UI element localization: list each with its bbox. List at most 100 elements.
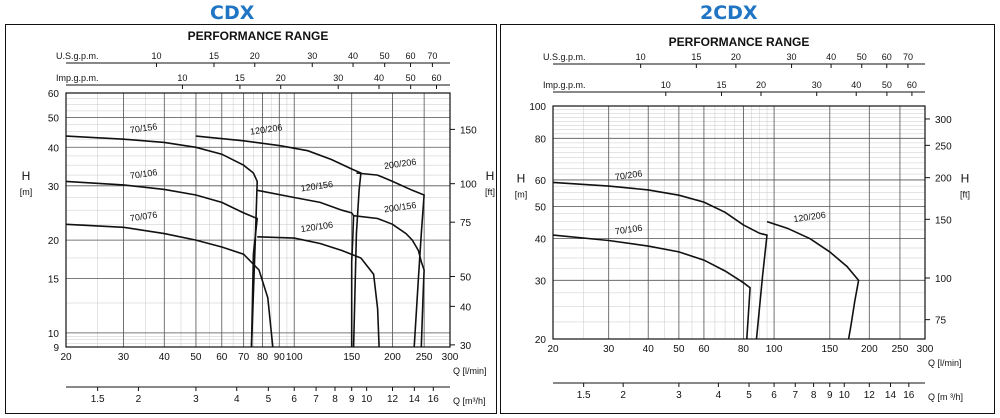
usgpm-tick-label: 15 — [209, 51, 219, 61]
y-tick-label: 60 — [48, 89, 60, 100]
m3h-tick-label: 14 — [885, 390, 897, 401]
x-tick-label: 150 — [343, 352, 360, 363]
ft-tick-label: 50 — [460, 272, 472, 283]
right-axis-label: H — [486, 169, 495, 183]
y-tick-label: 60 — [535, 176, 547, 187]
curve-label-70-156: 70/156 — [129, 121, 158, 135]
x-tick-label: 30 — [118, 352, 130, 363]
chart-title: PERFORMANCE RANGE — [669, 35, 810, 49]
y-tick-label: 40 — [535, 235, 547, 246]
pump-curve-200-156 — [353, 214, 425, 348]
ft-tick-label: 100 — [460, 180, 477, 191]
m3h-tick-label: 9 — [349, 394, 355, 405]
ft-tick-label: 150 — [460, 125, 477, 136]
pump-curve-120-206 — [195, 135, 362, 348]
curve-label-70-106: 70/106 — [129, 167, 158, 181]
m3h-tick-label: 10 — [361, 394, 373, 405]
x-tick-label: 40 — [643, 344, 655, 355]
impgpm-tick-label: 20 — [756, 80, 766, 90]
impgpm-tick-label: 50 — [882, 80, 892, 90]
pump-curve-70-206 — [552, 181, 768, 340]
pump-curve-70-076 — [65, 223, 274, 348]
ft-tick-label: 30 — [460, 341, 472, 352]
impgpm-label: Imp.g.p.m. — [543, 80, 586, 90]
y-axis-unit: [m] — [515, 190, 528, 200]
y-axis-unit: [m] — [20, 187, 33, 197]
usgpm-tick-label: 40 — [348, 51, 358, 61]
curve-label-120-206: 120/206 — [793, 210, 827, 224]
curve-label-120-106: 120/106 — [300, 220, 334, 234]
y-axis-label: H — [22, 169, 31, 183]
2cdx-chart-panel: PERFORMANCE RANGE 20 30 40 50 60 80 100 150 200 25… — [500, 24, 995, 414]
ft-tick-label: 150 — [935, 215, 952, 226]
x-tick-label: 70 — [238, 352, 250, 363]
cdx-chart-panel: PERFORMANCE RANGE 20 30 40 50 60 70 80 90 100 150 2… — [5, 24, 497, 414]
y-tick-label: 30 — [535, 276, 547, 287]
impgpm-tick-label: 10 — [661, 80, 671, 90]
impgpm-tick-label: 60 — [907, 80, 917, 90]
m3h-tick-label: 3 — [676, 390, 682, 401]
m3h-tick-label: 3 — [193, 394, 199, 405]
major-grid — [65, 92, 451, 348]
plot-frame — [65, 92, 451, 348]
curve-label-70-106: 70/106 — [614, 223, 643, 237]
x-tick-label: 80 — [257, 352, 269, 363]
m3h-tick-label: 4 — [234, 394, 240, 405]
usgpm-tick-label: 30 — [787, 52, 797, 62]
usgpm-tick-label: 50 — [380, 51, 390, 61]
y-axis-label: H — [517, 172, 526, 186]
curve-label-120-206: 120/206 — [249, 122, 283, 136]
impgpm-tick-label: 30 — [333, 73, 343, 83]
y-tick-label: 15 — [48, 275, 60, 286]
left-model-title: CDX — [210, 2, 255, 24]
m3h-tick-label: 5 — [266, 394, 272, 405]
m3h-tick-label: 7 — [313, 394, 319, 405]
m3h-axis-label: Q [m³/h] — [453, 396, 486, 406]
y-tick-label: 20 — [48, 236, 60, 247]
m3h-tick-label: 1.5 — [577, 390, 591, 401]
impgpm-tick-label: 50 — [406, 73, 416, 83]
y-tick-label: 50 — [535, 202, 547, 213]
impgpm-tick-label: 30 — [812, 80, 822, 90]
m3h-tick-label: 2 — [620, 390, 626, 401]
usgpm-label: U.S.g.p.m. — [543, 52, 586, 62]
m3h-tick-label: 12 — [864, 390, 876, 401]
m3h-tick-label: 8 — [332, 394, 338, 405]
ft-tick-label: 75 — [935, 316, 947, 327]
m3h-tick-label: 2 — [136, 394, 142, 405]
pump-curve-200-206 — [356, 172, 425, 348]
curve-label-120-156: 120/156 — [300, 179, 334, 193]
curve-label-200-156: 200/156 — [383, 200, 417, 214]
right-axis-unit: [ft] — [485, 187, 495, 197]
pump-curve-70-156 — [65, 135, 259, 348]
impgpm-tick-label: 15 — [716, 80, 726, 90]
x-tick-label: 50 — [190, 352, 202, 363]
usgpm-label: U.S.g.p.m. — [56, 51, 99, 61]
y-tick-label: 100 — [529, 102, 546, 113]
pump-curve-120-156 — [257, 189, 355, 347]
m3h-tick-label: 4 — [716, 390, 722, 401]
x-tick-label: 300 — [917, 344, 934, 355]
y-tick-label: 20 — [535, 335, 547, 346]
x-tick-label: 40 — [159, 352, 171, 363]
m3h-tick-label: 6 — [771, 390, 777, 401]
x-tick-label: 250 — [892, 344, 909, 355]
m3h-tick-label: 5 — [746, 390, 752, 401]
right-model-title: 2CDX — [700, 2, 758, 24]
x-tick-label: 20 — [547, 344, 559, 355]
x-tick-label: 100 — [286, 352, 303, 363]
usgpm-tick-label: 20 — [250, 51, 260, 61]
m3h-tick-label: 10 — [839, 390, 851, 401]
curve-label-70-076: 70/076 — [129, 210, 158, 224]
usgpm-tick-label: 50 — [857, 52, 867, 62]
usgpm-tick-label: 40 — [826, 52, 836, 62]
m3h-tick-label: 6 — [291, 394, 297, 405]
usgpm-tick-label: 10 — [636, 52, 646, 62]
pump-curve-70-106 — [65, 180, 259, 348]
m3h-tick-label: 14 — [409, 394, 421, 405]
impgpm-tick-label: 40 — [374, 73, 384, 83]
usgpm-tick-label: 15 — [691, 52, 701, 62]
y-tick-label: 50 — [48, 113, 60, 124]
usgpm-tick-label: 30 — [307, 51, 317, 61]
x-tick-label: 250 — [416, 352, 433, 363]
